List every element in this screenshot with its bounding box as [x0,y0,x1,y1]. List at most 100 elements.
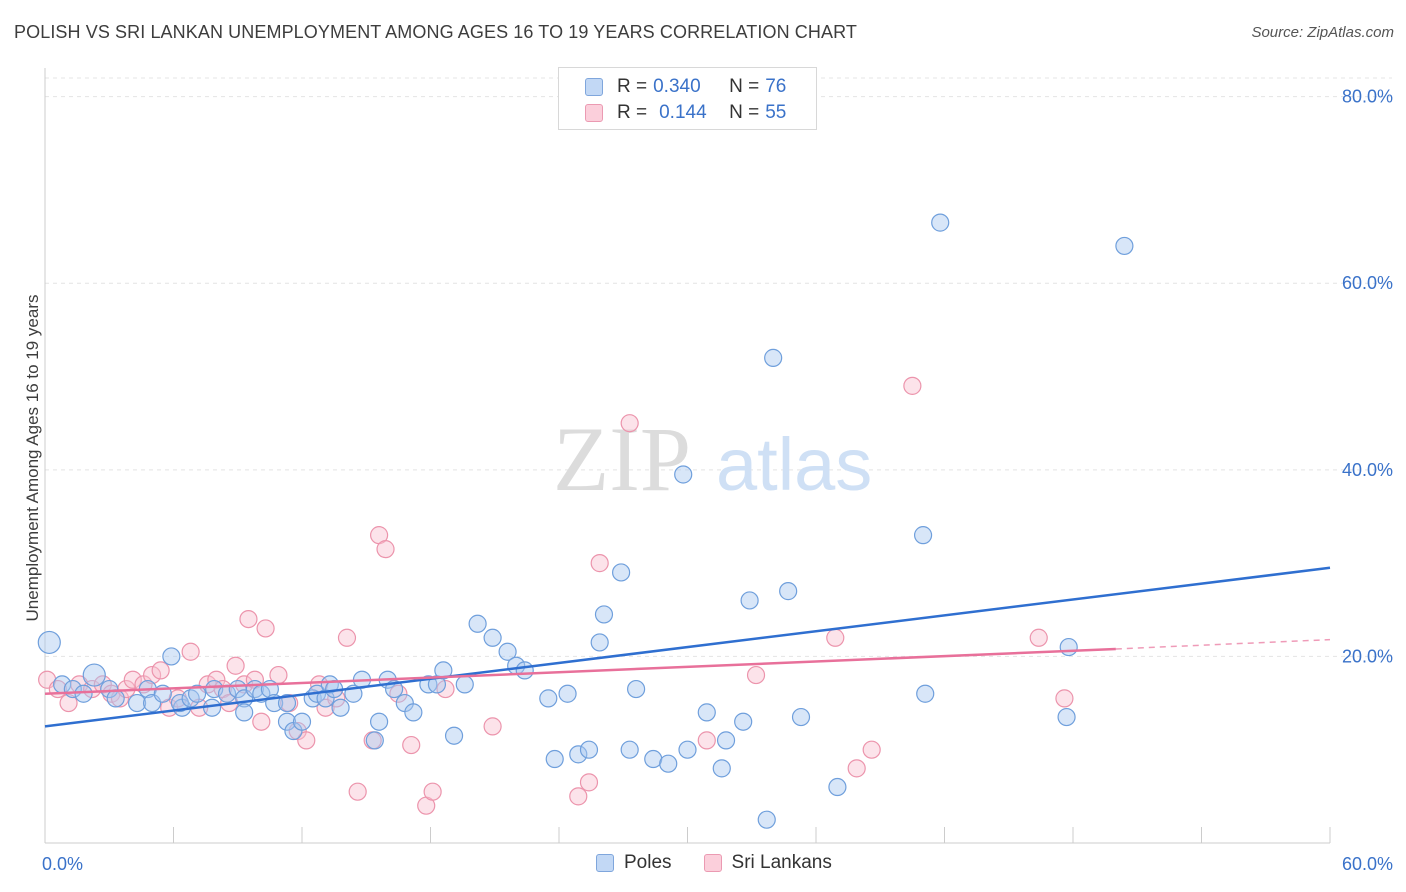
sri-lankans-point [256,619,275,638]
sri-lankans-point [579,773,599,792]
poles-point [277,712,297,731]
poles-point [659,754,678,773]
poles-point [1057,707,1076,727]
poles-point [444,726,464,745]
y-tick-label: 40.0% [1342,460,1393,480]
sri-lankans-point [59,693,78,713]
poles-point [916,684,935,703]
poles-point [644,749,663,769]
sri-lankans-point [569,787,588,806]
sri-lankans-point [1029,628,1048,647]
poles-point [365,731,384,750]
y-tick-label: 60.0% [1342,273,1393,293]
poles-point [779,582,798,601]
poles-point [1059,637,1078,657]
watermark-zip: ZIP [553,408,691,510]
sri-lankans-point [348,782,367,801]
sri-lankans-point [123,670,142,689]
watermark-atlas: atlas [716,423,872,506]
sri-lankans-point [826,628,845,647]
poles-point [620,740,639,759]
poles-point [515,661,534,680]
poles-point [590,633,609,652]
trend-lines [44,566,1331,728]
sri-lankans-point [423,782,442,801]
x-tick-label: 60.0% [1342,854,1393,874]
legend-swatch-sri-lankans [585,104,603,122]
poles-point [127,693,147,713]
poles-point [740,591,759,610]
bottom-legend-sri-lankans: Sri Lankans [703,852,832,874]
poles-point [483,628,502,647]
poles-point [170,693,190,713]
bottom-legend-label-sri-lankans: Sri Lankans [731,852,832,873]
sri-lankans-point [483,717,502,736]
poles-point [674,465,693,484]
sri-lankans-point [862,740,881,759]
poles-point [1115,236,1134,256]
poles-point [678,740,697,759]
poles-point [734,712,753,731]
poles-point [594,605,614,624]
sri-lankans-point [181,642,200,661]
bottom-legend-poles: Poles [596,852,672,874]
sri-lankans-point [226,656,245,675]
sri-lankans-point [252,712,271,731]
poles-point [764,348,783,367]
poles-point [455,675,474,694]
tick-labels: 20.0% 40.0% 60.0% 80.0% 0.0% 60.0% [42,87,1393,874]
poles-point [612,563,631,582]
legend-r-value: 0.340 [653,76,701,97]
sri-lankans-point [239,609,258,629]
legend-r-value: 0.144 [659,102,707,123]
poles-point [539,689,558,708]
poles-point [697,703,716,722]
poles-point [579,740,599,759]
legend-r-label: R = [617,76,648,97]
poles-point [100,679,119,699]
y-tick-label: 20.0% [1342,646,1393,666]
gridlines [45,77,1392,657]
y-tick-label: 80.0% [1342,87,1393,107]
sri-lankans-point [402,735,421,755]
legend-n-value: 76 [765,76,787,97]
poles-point [828,777,847,797]
source-label: Source: ZipAtlas.com [1251,24,1394,41]
poles-point [716,731,736,750]
poles-point [187,684,207,703]
sri-lankans-point [847,759,866,778]
legend-row-poles: R = 0.340 N = 76 [585,75,786,99]
poles-point [106,689,125,708]
poles-point [74,684,93,703]
chart-title: POLISH VS SRI LANKAN UNEMPLOYMENT AMONG … [14,22,857,42]
sri-lankans-point [337,628,357,647]
poles-point [37,630,61,655]
bottom-legend: Poles Sri Lankans [596,852,864,874]
poles-point [913,526,933,545]
legend-r-label: R = [617,102,648,123]
bottom-legend-label-poles: Poles [624,852,672,873]
legend-n-value: 55 [765,102,787,123]
sri-lankans-point [376,540,395,559]
sri-lankans-point [142,665,162,685]
y-axis-label: Unemployment Among Ages 16 to 19 years [23,295,42,622]
sri-lankans-point [151,661,170,680]
sri-lankans-point [436,679,455,699]
poles-point [468,614,487,633]
sri-lankans-trend-extension [1115,638,1331,650]
sri-lankans-point [1055,689,1074,708]
poles-point [545,749,564,769]
axes [44,68,1331,844]
sri-lankans-trend-line [44,647,1116,695]
poles-point [370,712,389,731]
poles-trend-line [44,566,1331,728]
sri-lankans-point [620,414,639,433]
poles-point [404,703,423,722]
poles-point [712,759,731,778]
poles-point [277,693,297,713]
poles-point [791,707,811,727]
legend-n-label: N = [729,76,760,97]
poles-points [37,213,1134,829]
watermark: ZIP atlas [553,408,872,510]
legend-row-sri-lankans: R = 0.144 N = 55 [585,101,786,125]
